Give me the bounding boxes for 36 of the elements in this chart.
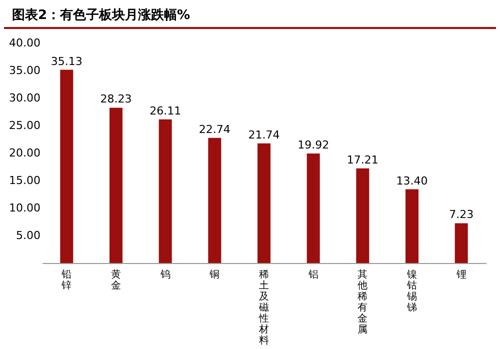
y-tick-label: 40.00 <box>9 36 40 50</box>
data-label: 13.40 <box>396 174 428 188</box>
y-tick-label: 10.00 <box>9 202 40 214</box>
data-label: 19.92 <box>298 138 330 152</box>
x-tick-label: 铝 <box>307 270 318 280</box>
y-tick-label: 35.00 <box>9 64 40 77</box>
data-label: 7.23 <box>449 208 474 222</box>
x-tick-label: 锂 <box>455 270 466 280</box>
data-label: 26.11 <box>150 104 182 118</box>
data-label: 22.74 <box>198 122 230 136</box>
bar <box>158 119 172 263</box>
bar <box>208 138 222 263</box>
bar <box>60 70 74 263</box>
bar <box>454 223 468 263</box>
x-tick-label: 钨 <box>159 270 170 280</box>
data-label: 17.21 <box>346 153 378 166</box>
data-label: 21.74 <box>248 128 280 142</box>
x-tick-label: 铅锌 <box>60 270 72 292</box>
y-tick-label: 25.00 <box>9 119 40 132</box>
y-tick-label: 30.00 <box>9 92 40 104</box>
y-tick-label: 15.00 <box>9 174 40 187</box>
bar <box>110 108 122 263</box>
data-label: 35.13 <box>50 54 82 68</box>
x-tick-label: 黄金 <box>111 268 121 292</box>
bar <box>258 143 270 263</box>
data-label: 28.23 <box>100 92 132 106</box>
x-tick-label: 铜 <box>208 270 220 280</box>
bar <box>306 153 320 263</box>
bar <box>356 168 370 263</box>
y-tick-label: 5.00 <box>16 229 40 242</box>
chart-title: 图表2：有色子板块月涨跌幅% <box>4 0 496 29</box>
x-tick-label: 镍钴锡锑 <box>406 268 417 314</box>
y-tick-label: 20.00 <box>9 146 40 160</box>
bar <box>406 189 418 263</box>
x-tick-label: 稀土及磁性材料 <box>258 268 269 346</box>
x-tick-label: 其他稀有金属 <box>358 268 368 336</box>
